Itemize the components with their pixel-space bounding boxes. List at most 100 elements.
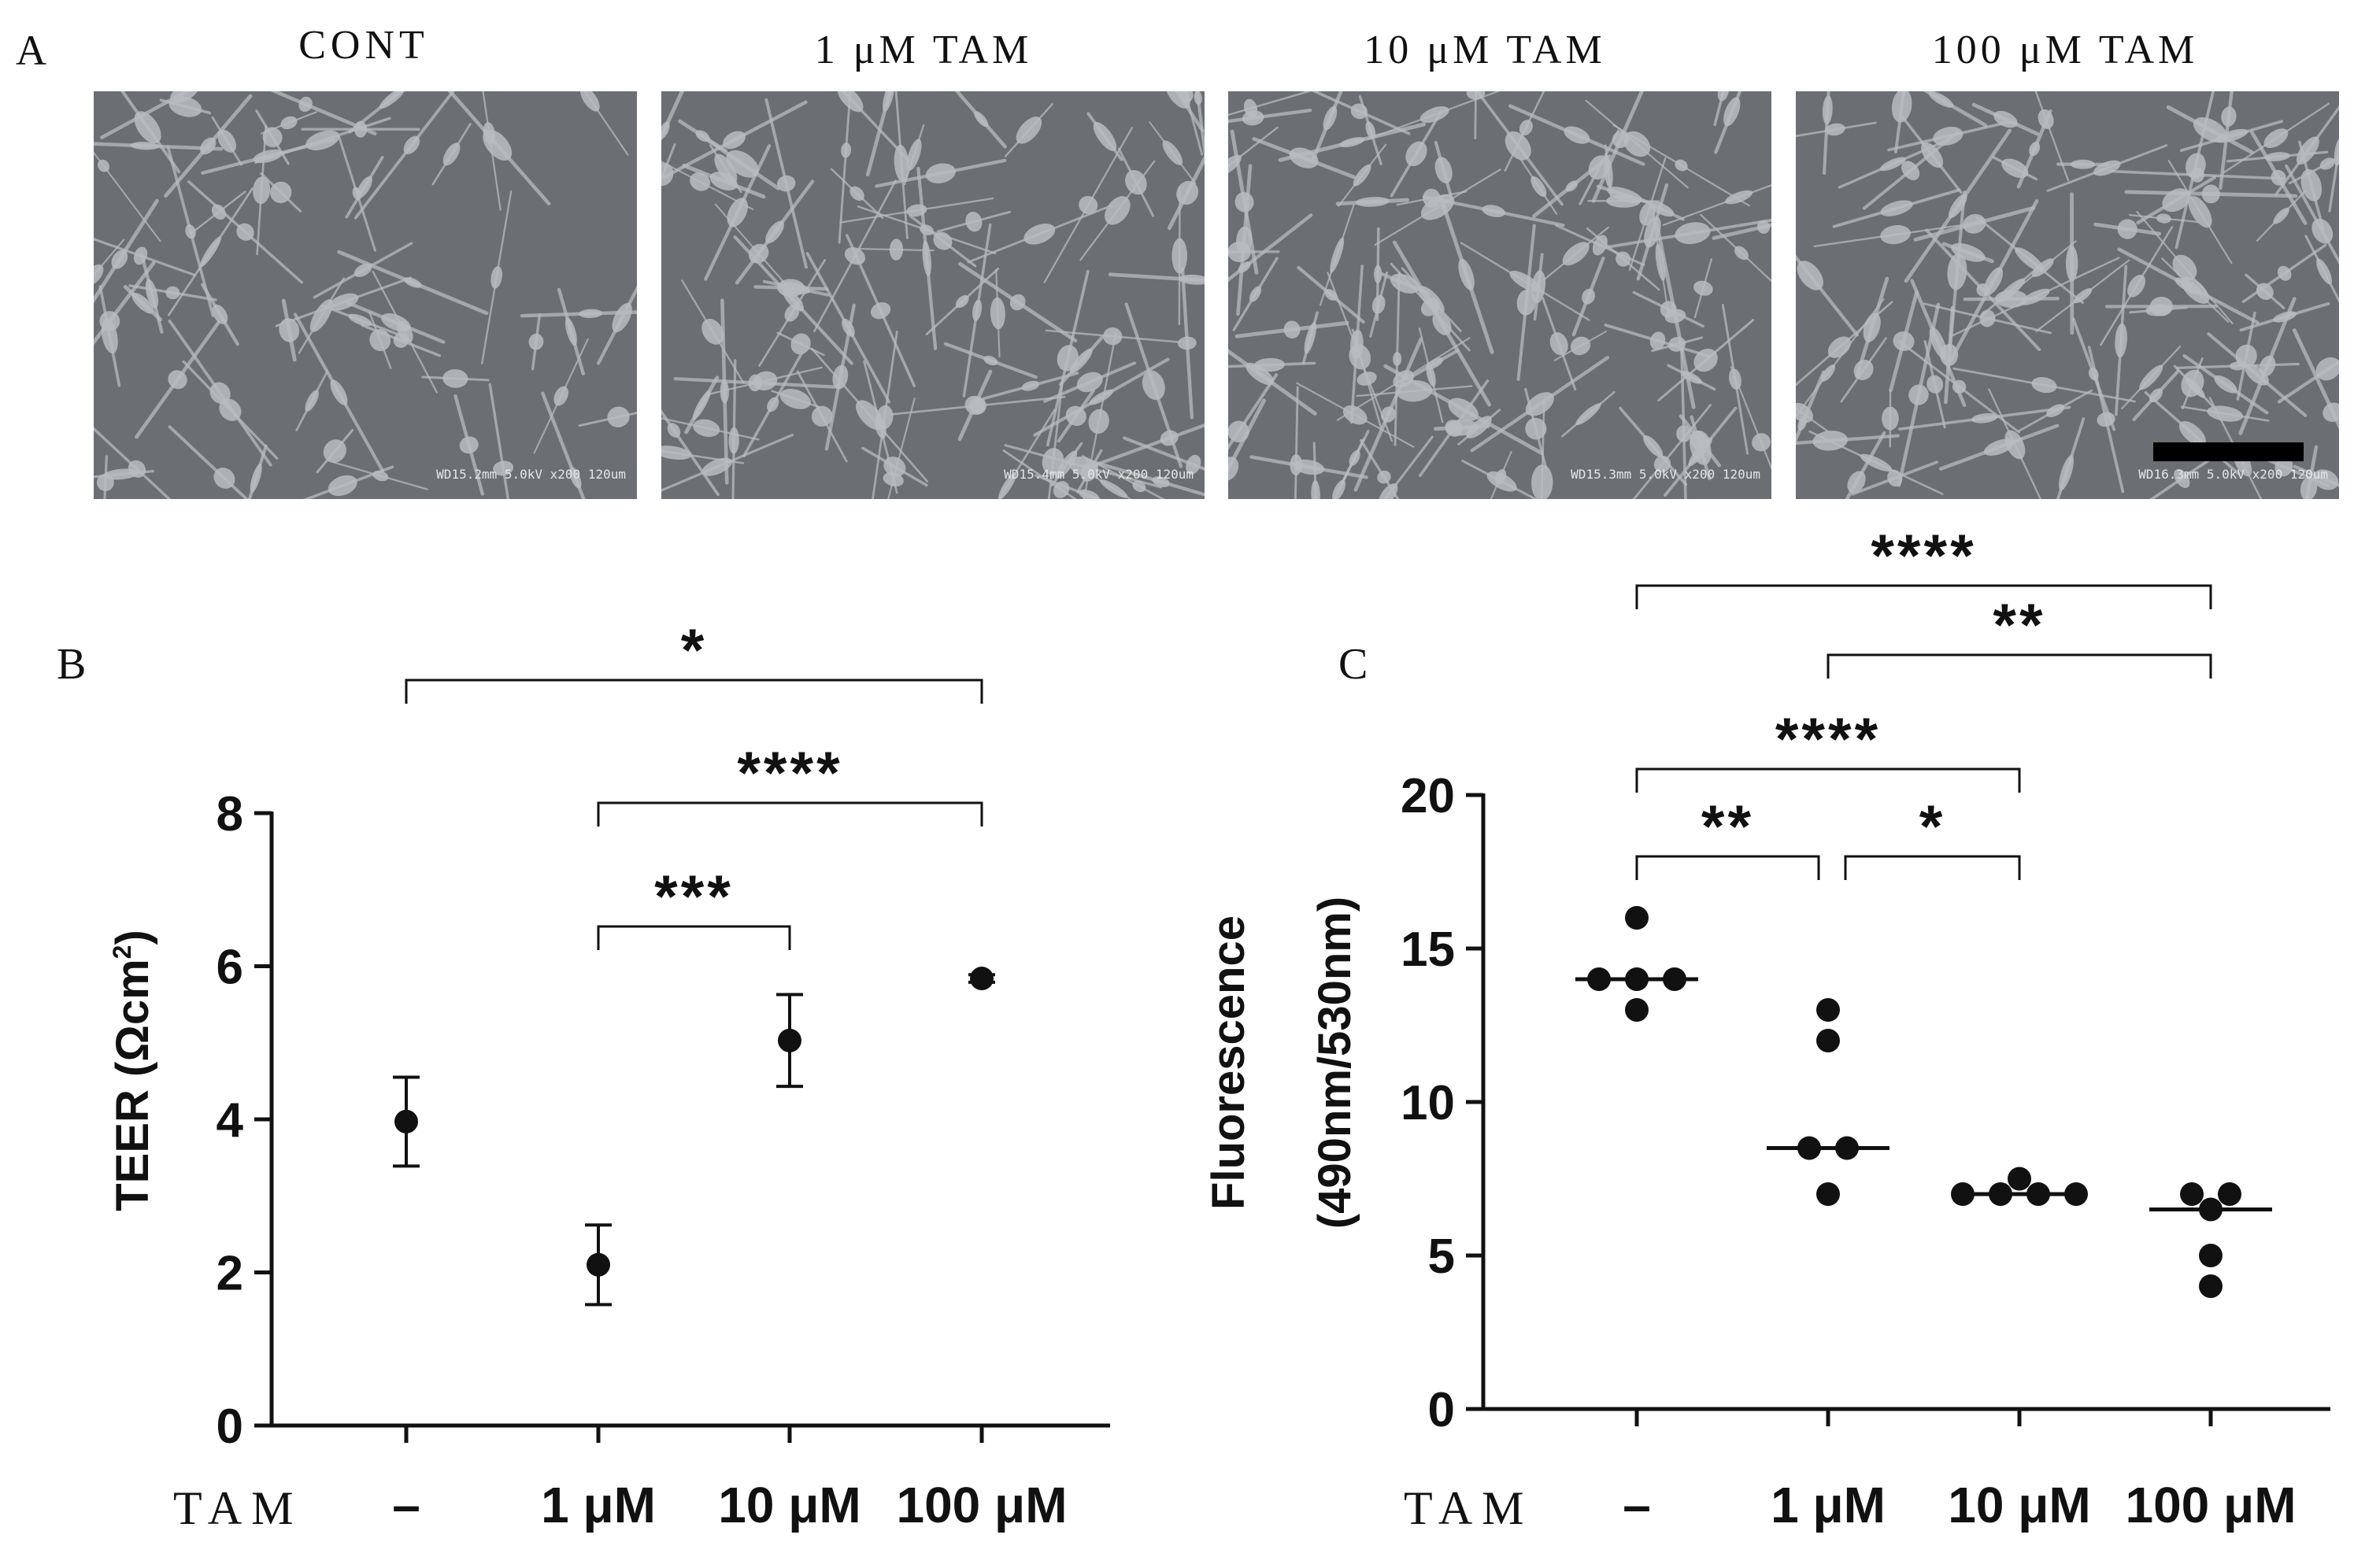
cell-body — [1530, 176, 1547, 198]
cell-body — [1516, 289, 1536, 316]
cell-body — [1088, 409, 1109, 435]
cell-body — [1993, 110, 2018, 128]
cell-body — [1797, 416, 1807, 431]
chart-c-ytick-label: 15 — [1401, 923, 1455, 977]
cell-body — [579, 309, 603, 319]
sem-info-cont: WD15.2mm 5.0kV x200 120um — [436, 467, 626, 482]
cell-body — [965, 211, 983, 232]
chart-b-significance-label: *** — [654, 864, 734, 930]
cell-body — [1323, 105, 1338, 131]
cell-body — [1432, 312, 1452, 335]
cell-body — [2178, 420, 2206, 446]
sem-title-10um: 10 μM TAM — [1364, 28, 1606, 72]
chart-c-xtick-label: 100 μM — [2125, 1477, 2296, 1533]
cell-body — [1643, 435, 1664, 458]
cell-body — [1393, 351, 1402, 367]
chart-c-x-prefix: TAM — [1404, 1482, 1534, 1534]
cell-body — [323, 439, 346, 463]
cell-body — [692, 390, 711, 420]
chart-b-bracket — [405, 679, 983, 704]
cell-body — [1928, 91, 1954, 108]
cell-body — [2274, 457, 2293, 477]
cell-body — [1234, 191, 1254, 213]
cell-body — [2319, 157, 2335, 170]
cell-body — [1880, 200, 1913, 216]
cell-body — [1812, 431, 1849, 451]
cell-body — [1933, 127, 1964, 146]
cell-body — [1606, 194, 1642, 208]
cell-body — [217, 129, 237, 153]
cell-body — [253, 149, 283, 164]
sem-title-cont: CONT — [298, 23, 429, 68]
cell-body — [2256, 283, 2274, 300]
cell-body — [270, 181, 292, 204]
cell-body — [1425, 357, 1444, 370]
chart-c-bracket — [1635, 584, 2212, 609]
cell-body — [2311, 218, 2334, 244]
cell-body — [889, 239, 904, 261]
cell-body — [280, 116, 298, 130]
cell-body — [1908, 384, 1929, 405]
cell-body — [2097, 412, 2115, 427]
cell-body — [1880, 225, 1911, 245]
cell-body — [1717, 91, 1730, 102]
chart-c-ytick-label: 20 — [1401, 769, 1455, 823]
cell-body — [1177, 336, 1197, 350]
chart-b-ytick-label: 8 — [217, 787, 243, 841]
cell-body — [2300, 476, 2318, 499]
cell-body — [2038, 109, 2054, 129]
cell-body — [1419, 106, 1449, 124]
cell-body — [96, 474, 114, 491]
chart-b-xtick-label: 100 μM — [896, 1477, 1067, 1533]
cell-body — [1927, 375, 1944, 394]
cell-body — [1100, 479, 1128, 498]
cell-body — [1482, 205, 1505, 217]
cell-body — [262, 127, 283, 148]
cell-body — [832, 364, 849, 390]
cell-body — [1445, 419, 1479, 436]
cell-body — [2235, 344, 2257, 368]
cell-body — [972, 299, 983, 321]
cell-body — [1023, 224, 1056, 245]
cell-body — [727, 198, 748, 227]
cell-body — [767, 397, 779, 412]
chart-b-ytick-label: 4 — [217, 1093, 244, 1148]
cell-body — [199, 236, 221, 268]
cell-body — [2188, 195, 2212, 228]
cell-body — [1068, 457, 1097, 476]
cell-body — [2115, 323, 2127, 358]
cell-body — [1105, 196, 1131, 225]
cell-body — [1525, 392, 1554, 416]
cell-body — [693, 419, 720, 437]
cell-body — [849, 186, 864, 201]
cell-body — [209, 382, 231, 405]
cell-body — [1283, 320, 1301, 338]
cell-body — [1616, 251, 1631, 267]
cell-body — [2073, 288, 2093, 304]
cell-body — [964, 395, 986, 415]
cell-body — [1949, 193, 1967, 219]
cell-body — [328, 293, 359, 311]
chart-c-ylabel-line1: Fluorescence — [1203, 915, 1254, 1210]
chart-b-ylabel-main: TEER (Ωcm — [107, 959, 158, 1211]
sem-cells-1um — [661, 91, 1205, 499]
cell-body — [894, 144, 909, 183]
chart-c-significance-label: * — [1919, 793, 1946, 860]
cell-body — [1675, 222, 1711, 245]
cell-body — [2277, 265, 2292, 281]
cell-body — [1530, 464, 1553, 499]
cell-body — [1847, 471, 1866, 494]
chart-c-bracket — [1844, 855, 2021, 880]
cell-body — [1057, 345, 1079, 372]
sem-cells-100um — [1796, 91, 2339, 499]
cell-body — [1162, 140, 1183, 165]
cell-body — [493, 460, 514, 476]
cell-body — [607, 406, 630, 427]
cell-body — [2214, 375, 2237, 394]
cell-body — [776, 175, 796, 192]
chart-b-significance-label: **** — [737, 740, 842, 807]
cell-body — [2263, 128, 2289, 149]
cell-body — [2323, 402, 2339, 422]
chart-c-data-point — [1816, 998, 1840, 1022]
chart-c-ytick-label: 0 — [1428, 1383, 1455, 1437]
